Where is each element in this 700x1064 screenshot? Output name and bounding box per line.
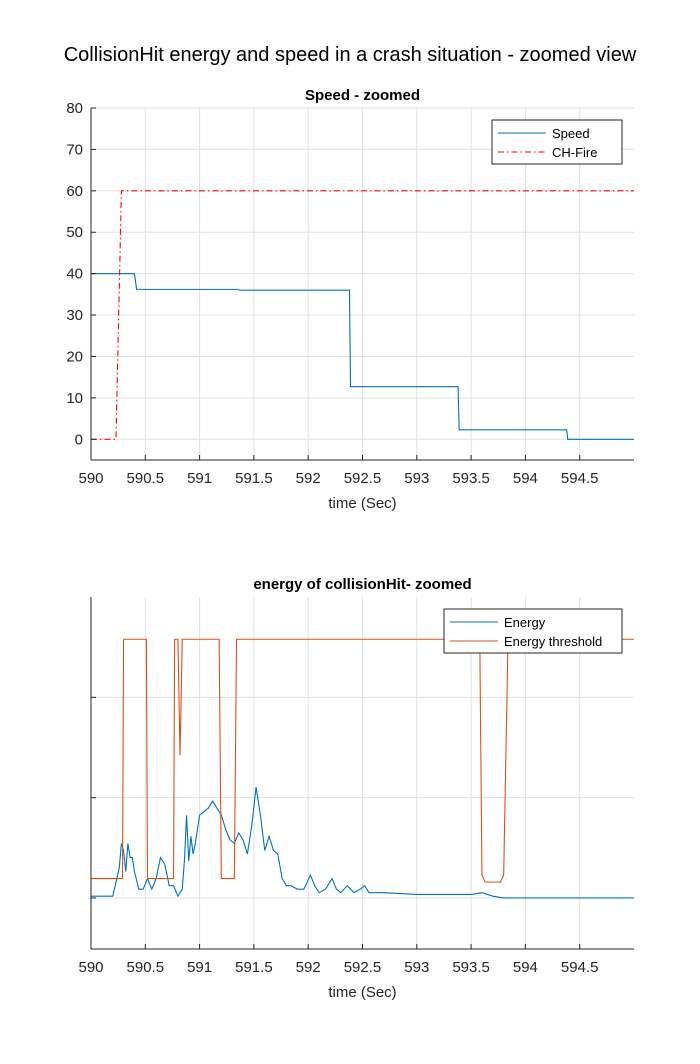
series-line-energy-threshold [91, 638, 634, 883]
x-tick-label: 594.5 [561, 959, 599, 976]
x-tick-label: 591.5 [235, 470, 273, 487]
y-tick-label: 80 [66, 100, 83, 117]
x-axis-label: time (Sec) [328, 495, 396, 512]
x-tick-label: 594 [513, 470, 538, 487]
x-tick-label: 593 [404, 470, 429, 487]
x-tick-label: 593.5 [452, 470, 490, 487]
legend-label: CH-Fire [552, 145, 598, 160]
x-tick-label: 594 [513, 959, 538, 976]
x-tick-label: 591 [187, 470, 212, 487]
x-tick-label: 592 [296, 959, 321, 976]
figure-title: CollisionHit energy and speed in a crash… [63, 44, 637, 66]
legend-box [443, 608, 623, 654]
x-tick-label: 590 [78, 959, 103, 976]
y-tick-label: 60 [66, 183, 83, 200]
y-tick-label: 0 [75, 431, 83, 448]
legend: Energy Energy threshold [443, 608, 623, 654]
axes-title: energy of collisionHit- zoomed [253, 576, 471, 593]
x-tick-label: 591 [187, 959, 212, 976]
y-tick-label: 70 [66, 141, 83, 158]
x-tick-label: 592.5 [344, 470, 382, 487]
x-tick-label: 592.5 [344, 959, 382, 976]
x-tick-label: 590 [78, 470, 103, 487]
series-line-ch-fire [91, 190, 634, 440]
y-tick-label: 10 [66, 390, 83, 407]
y-tick-label: 30 [66, 307, 83, 324]
legend-label: Energy threshold [504, 634, 602, 649]
x-tick-label: 592 [296, 470, 321, 487]
legend-box [491, 119, 623, 165]
axes-title: Speed - zoomed [305, 87, 420, 104]
y-tick-label: 40 [66, 266, 83, 283]
legend-label: Energy [504, 615, 546, 630]
x-tick-label: 590.5 [127, 470, 165, 487]
x-tick-label: 594.5 [561, 470, 599, 487]
y-tick-label: 50 [66, 224, 83, 241]
legend-label: Speed [552, 126, 590, 141]
x-tick-label: 590.5 [127, 959, 165, 976]
series-line-speed [91, 273, 634, 440]
x-axis-label: time (Sec) [328, 984, 396, 1001]
chart-panel-1: 590 590.5 591 591.5 592 592.5 593 593.5 594 594.5… [66, 87, 634, 512]
chart-panel-2: 590 590.5 591 591.5 592 592.5 593 593.5 594 594.5… [78, 576, 634, 1001]
x-tick-label: 593 [404, 959, 429, 976]
y-tick-label: 20 [66, 348, 83, 365]
series-line-energy [91, 786, 634, 899]
x-tick-label: 591.5 [235, 959, 273, 976]
x-tick-label: 593.5 [452, 959, 490, 976]
legend: Speed CH-Fire [491, 119, 623, 165]
